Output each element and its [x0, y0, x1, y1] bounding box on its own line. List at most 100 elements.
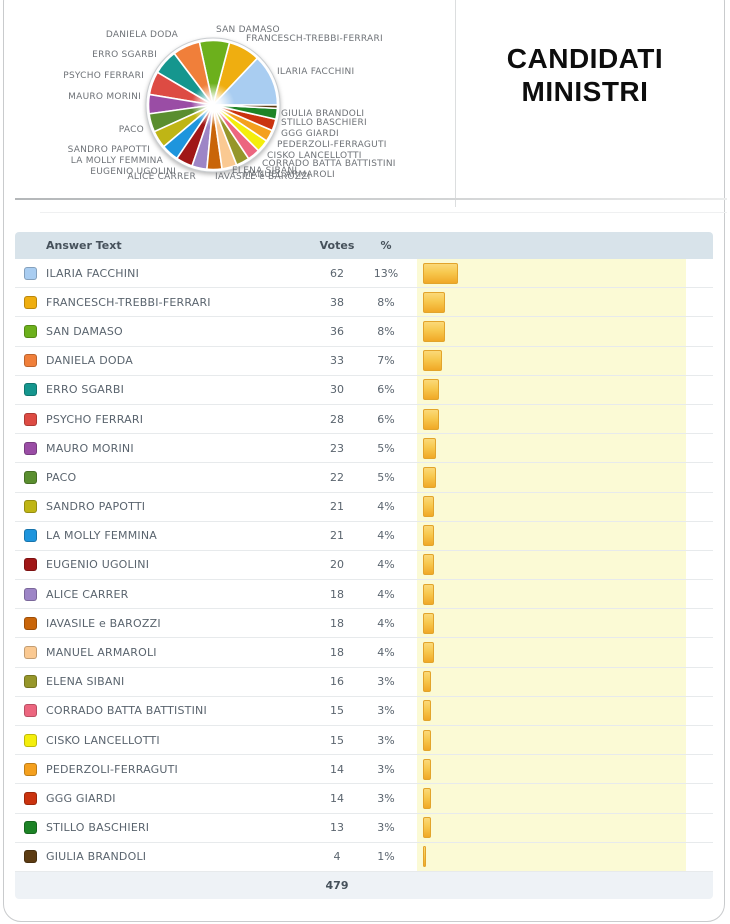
vote-bar-track: [417, 317, 686, 346]
pie-label: CISKO LANCELLOTTI: [267, 151, 362, 161]
poll-title: CANDIDATI MINISTRI: [455, 42, 715, 108]
answer-color-swatch: [24, 500, 37, 514]
votes-value: 62: [330, 266, 344, 280]
answer-label: ERRO SGARBI: [46, 383, 125, 397]
section-divider-shadow: [40, 212, 727, 213]
results-table: Answer Text Votes % ILARIA FACCHINI 62 13%…: [15, 232, 713, 899]
vote-bar: [423, 350, 442, 372]
answer-label: PACO: [46, 470, 77, 484]
table-row: SAN DAMASO 36 8%: [15, 317, 713, 347]
table-row: FRANCESCH-TREBBI-FERRARI 38 8%: [15, 288, 713, 318]
answer-color-swatch: [24, 529, 37, 543]
answer-label: MAURO MORINI: [46, 441, 134, 455]
vote-bar-track: [417, 463, 686, 492]
vote-bar: [423, 291, 445, 313]
pie-label: MANUEL ARMAROLI: [243, 170, 335, 180]
percent-value: 4%: [377, 646, 395, 660]
votes-value: 38: [330, 295, 344, 309]
vote-bar: [423, 320, 445, 342]
table-header-row: Answer Text Votes %: [15, 232, 713, 259]
votes-value: 15: [330, 733, 344, 747]
table-body: ILARIA FACCHINI 62 13% FRANCESCH-TREBBI-FER…: [15, 259, 713, 872]
votes-value: 33: [330, 354, 344, 368]
table-row: GGG GIARDI 14 3%: [15, 784, 713, 814]
percent-value: 7%: [377, 354, 395, 368]
pie-chart-section: ILARIA FACCHINI FRANCESCH-TREBBI-FERRARI S…: [0, 0, 455, 212]
answer-label: GIULIA BRANDOLI: [46, 850, 147, 864]
table-row: STILLO BASCHIERI 13 3%: [15, 813, 713, 843]
answer-color-swatch: [24, 383, 37, 397]
pie-label: ELENA SIBANI: [232, 166, 298, 176]
percent-value: 4%: [377, 529, 395, 543]
percent-value: 4%: [377, 587, 395, 601]
votes-value: 28: [330, 412, 344, 426]
table-row: CISKO LANCELLOTTI 15 3%: [15, 726, 713, 756]
table-footer-row: 479: [15, 871, 713, 899]
table-row: CORRADO BATTA BATTISTINI 15 3%: [15, 696, 713, 726]
answer-color-swatch: [24, 558, 37, 572]
table-row: DANIELA DODA 33 7%: [15, 346, 713, 376]
votes-value: 21: [330, 529, 344, 543]
vote-bar-track: [417, 609, 686, 638]
answer-color-swatch: [24, 762, 37, 776]
votes-value: 36: [330, 324, 344, 338]
answer-label: EUGENIO UGOLINI: [46, 558, 150, 572]
vote-bar: [423, 642, 434, 664]
vote-bar: [423, 700, 431, 722]
pie-center-gloss: [149, 41, 277, 169]
table-row: ELENA SIBANI 16 3%: [15, 667, 713, 697]
pie-label: CORRADO BATTA BATTISTINI: [262, 159, 396, 169]
vote-bar: [423, 554, 434, 576]
section-divider: [15, 198, 727, 200]
percent-value: 3%: [377, 675, 395, 689]
answer-color-swatch: [24, 791, 37, 805]
percent-value: 3%: [377, 762, 395, 776]
pie-label: GIULIA BRANDOLI: [281, 109, 365, 119]
vote-bar-track: [417, 813, 686, 842]
vote-bar: [423, 525, 434, 547]
answer-color-swatch: [24, 646, 37, 660]
vote-bar-track: [417, 521, 686, 550]
vote-bar-track: [417, 404, 686, 434]
answer-label: PEDERZOLI-FERRAGUTI: [46, 762, 178, 776]
vote-bar: [423, 379, 439, 401]
votes-value: 4: [333, 850, 341, 864]
percent-value: 4%: [377, 500, 395, 514]
table-row: LA MOLLY FEMMINA 21 4%: [15, 521, 713, 551]
vote-bar-track: [417, 784, 686, 813]
percent-value: 3%: [377, 791, 395, 805]
vote-bar: [423, 846, 426, 868]
votes-value: 23: [330, 441, 344, 455]
pie-label: PACO: [118, 125, 144, 135]
table-row: PSYCHO FERRARI 28 6%: [15, 404, 713, 435]
vote-bar: [423, 408, 439, 430]
vote-bar-track: [417, 550, 686, 580]
answer-color-swatch: [24, 821, 37, 835]
vote-bar: [423, 787, 431, 809]
answer-label: CISKO LANCELLOTTI: [46, 733, 160, 747]
percent-value: 1%: [377, 850, 395, 864]
vote-bar-track: [417, 667, 686, 696]
table-row: PACO 22 5%: [15, 463, 713, 493]
vote-bar-track: [417, 726, 686, 755]
pie-label: STILLO BASCHIERI: [281, 118, 367, 128]
answer-label: PSYCHO FERRARI: [46, 412, 144, 426]
vote-bar: [423, 758, 431, 780]
vote-bar: [423, 466, 436, 488]
answer-color-swatch: [24, 266, 37, 280]
table-row: GIULIA BRANDOLI 4 1%: [15, 842, 713, 872]
vote-bar-track: [417, 842, 686, 871]
vote-bar-track: [417, 375, 686, 404]
table-row: ERRO SGARBI 30 6%: [15, 375, 713, 405]
pie-label: GGG GIARDI: [281, 129, 339, 139]
votes-value: 18: [330, 646, 344, 660]
answer-color-swatch: [24, 850, 37, 864]
votes-value: 14: [330, 791, 344, 805]
column-header-answer-text: Answer Text: [46, 239, 122, 252]
pie-label: MAURO MORINI: [68, 92, 141, 102]
answer-label: IAVASILE e BAROZZI: [46, 616, 161, 630]
pie-label: DANIELA DODA: [105, 30, 178, 40]
pie-label: FRANCESCH-TREBBI-FERRARI: [246, 34, 383, 44]
table-row: SANDRO PAPOTTI 21 4%: [15, 492, 713, 522]
